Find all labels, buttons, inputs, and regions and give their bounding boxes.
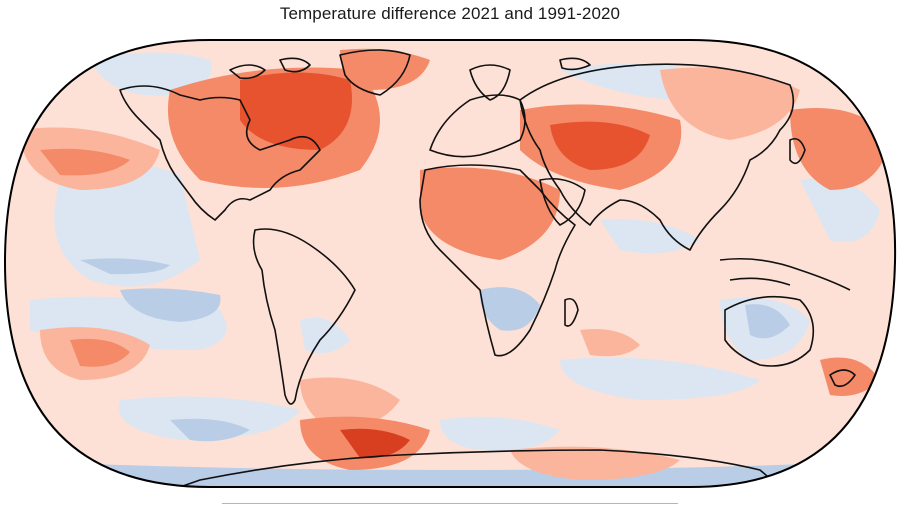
coastline-antarctica bbox=[179, 449, 781, 487]
warm-indian-ocean-patch bbox=[580, 329, 640, 357]
cool-pacific-patch bbox=[120, 288, 221, 322]
warm-east-antarctica bbox=[510, 446, 680, 480]
anomaly-field bbox=[5, 40, 896, 487]
cool-arctic-west bbox=[90, 52, 212, 96]
warm-north-pacific-core bbox=[40, 148, 130, 176]
coastline-new-zealand bbox=[829, 369, 856, 388]
coastline-greenland bbox=[339, 49, 411, 96]
warm-central-asia bbox=[550, 121, 650, 170]
coastline-arabia bbox=[539, 177, 586, 226]
coastline-arctic-islands bbox=[229, 57, 591, 80]
warm-new-zealand bbox=[820, 357, 880, 396]
coastline-australia bbox=[724, 295, 815, 367]
warm-siberia bbox=[660, 67, 800, 140]
coastline-africa bbox=[419, 164, 576, 357]
warm-south-atlantic bbox=[300, 377, 400, 430]
warm-north-pacific-east bbox=[790, 108, 890, 190]
coastline-madagascar bbox=[564, 297, 579, 327]
cool-southern-pacific-core bbox=[170, 418, 250, 442]
warm-north-africa bbox=[420, 167, 560, 260]
cool-pacific-north bbox=[54, 163, 201, 287]
warm-weddell-core bbox=[340, 428, 410, 459]
cool-pacific-east bbox=[800, 178, 880, 242]
warm-greenland bbox=[340, 48, 430, 90]
cool-antarctic-rim bbox=[5, 460, 896, 487]
cool-southern-pacific bbox=[118, 396, 300, 440]
warm-anomalies bbox=[20, 48, 890, 480]
cool-southern-africa bbox=[479, 287, 540, 331]
cool-southern-atlantic bbox=[440, 416, 560, 451]
coastlines bbox=[119, 49, 856, 487]
coastline-south-america bbox=[252, 228, 356, 405]
coastline-scandinavia bbox=[469, 64, 511, 101]
coastline-north-america bbox=[119, 85, 321, 221]
map-frame bbox=[3, 39, 897, 488]
coastline-asia bbox=[519, 63, 795, 251]
cool-indian-ocean bbox=[600, 219, 700, 254]
cool-indian-ocean-south bbox=[560, 357, 760, 400]
bottom-divider bbox=[222, 503, 678, 504]
warm-south-pacific-core bbox=[70, 338, 130, 367]
warm-canada-greenland bbox=[240, 72, 352, 150]
map-title: Temperature difference 2021 and 1991-202… bbox=[279, 4, 621, 23]
coastline-indonesia bbox=[719, 257, 851, 291]
cool-equatorial-strip bbox=[80, 258, 170, 275]
coastline-japan bbox=[789, 137, 806, 165]
cool-australia-core bbox=[745, 304, 790, 339]
